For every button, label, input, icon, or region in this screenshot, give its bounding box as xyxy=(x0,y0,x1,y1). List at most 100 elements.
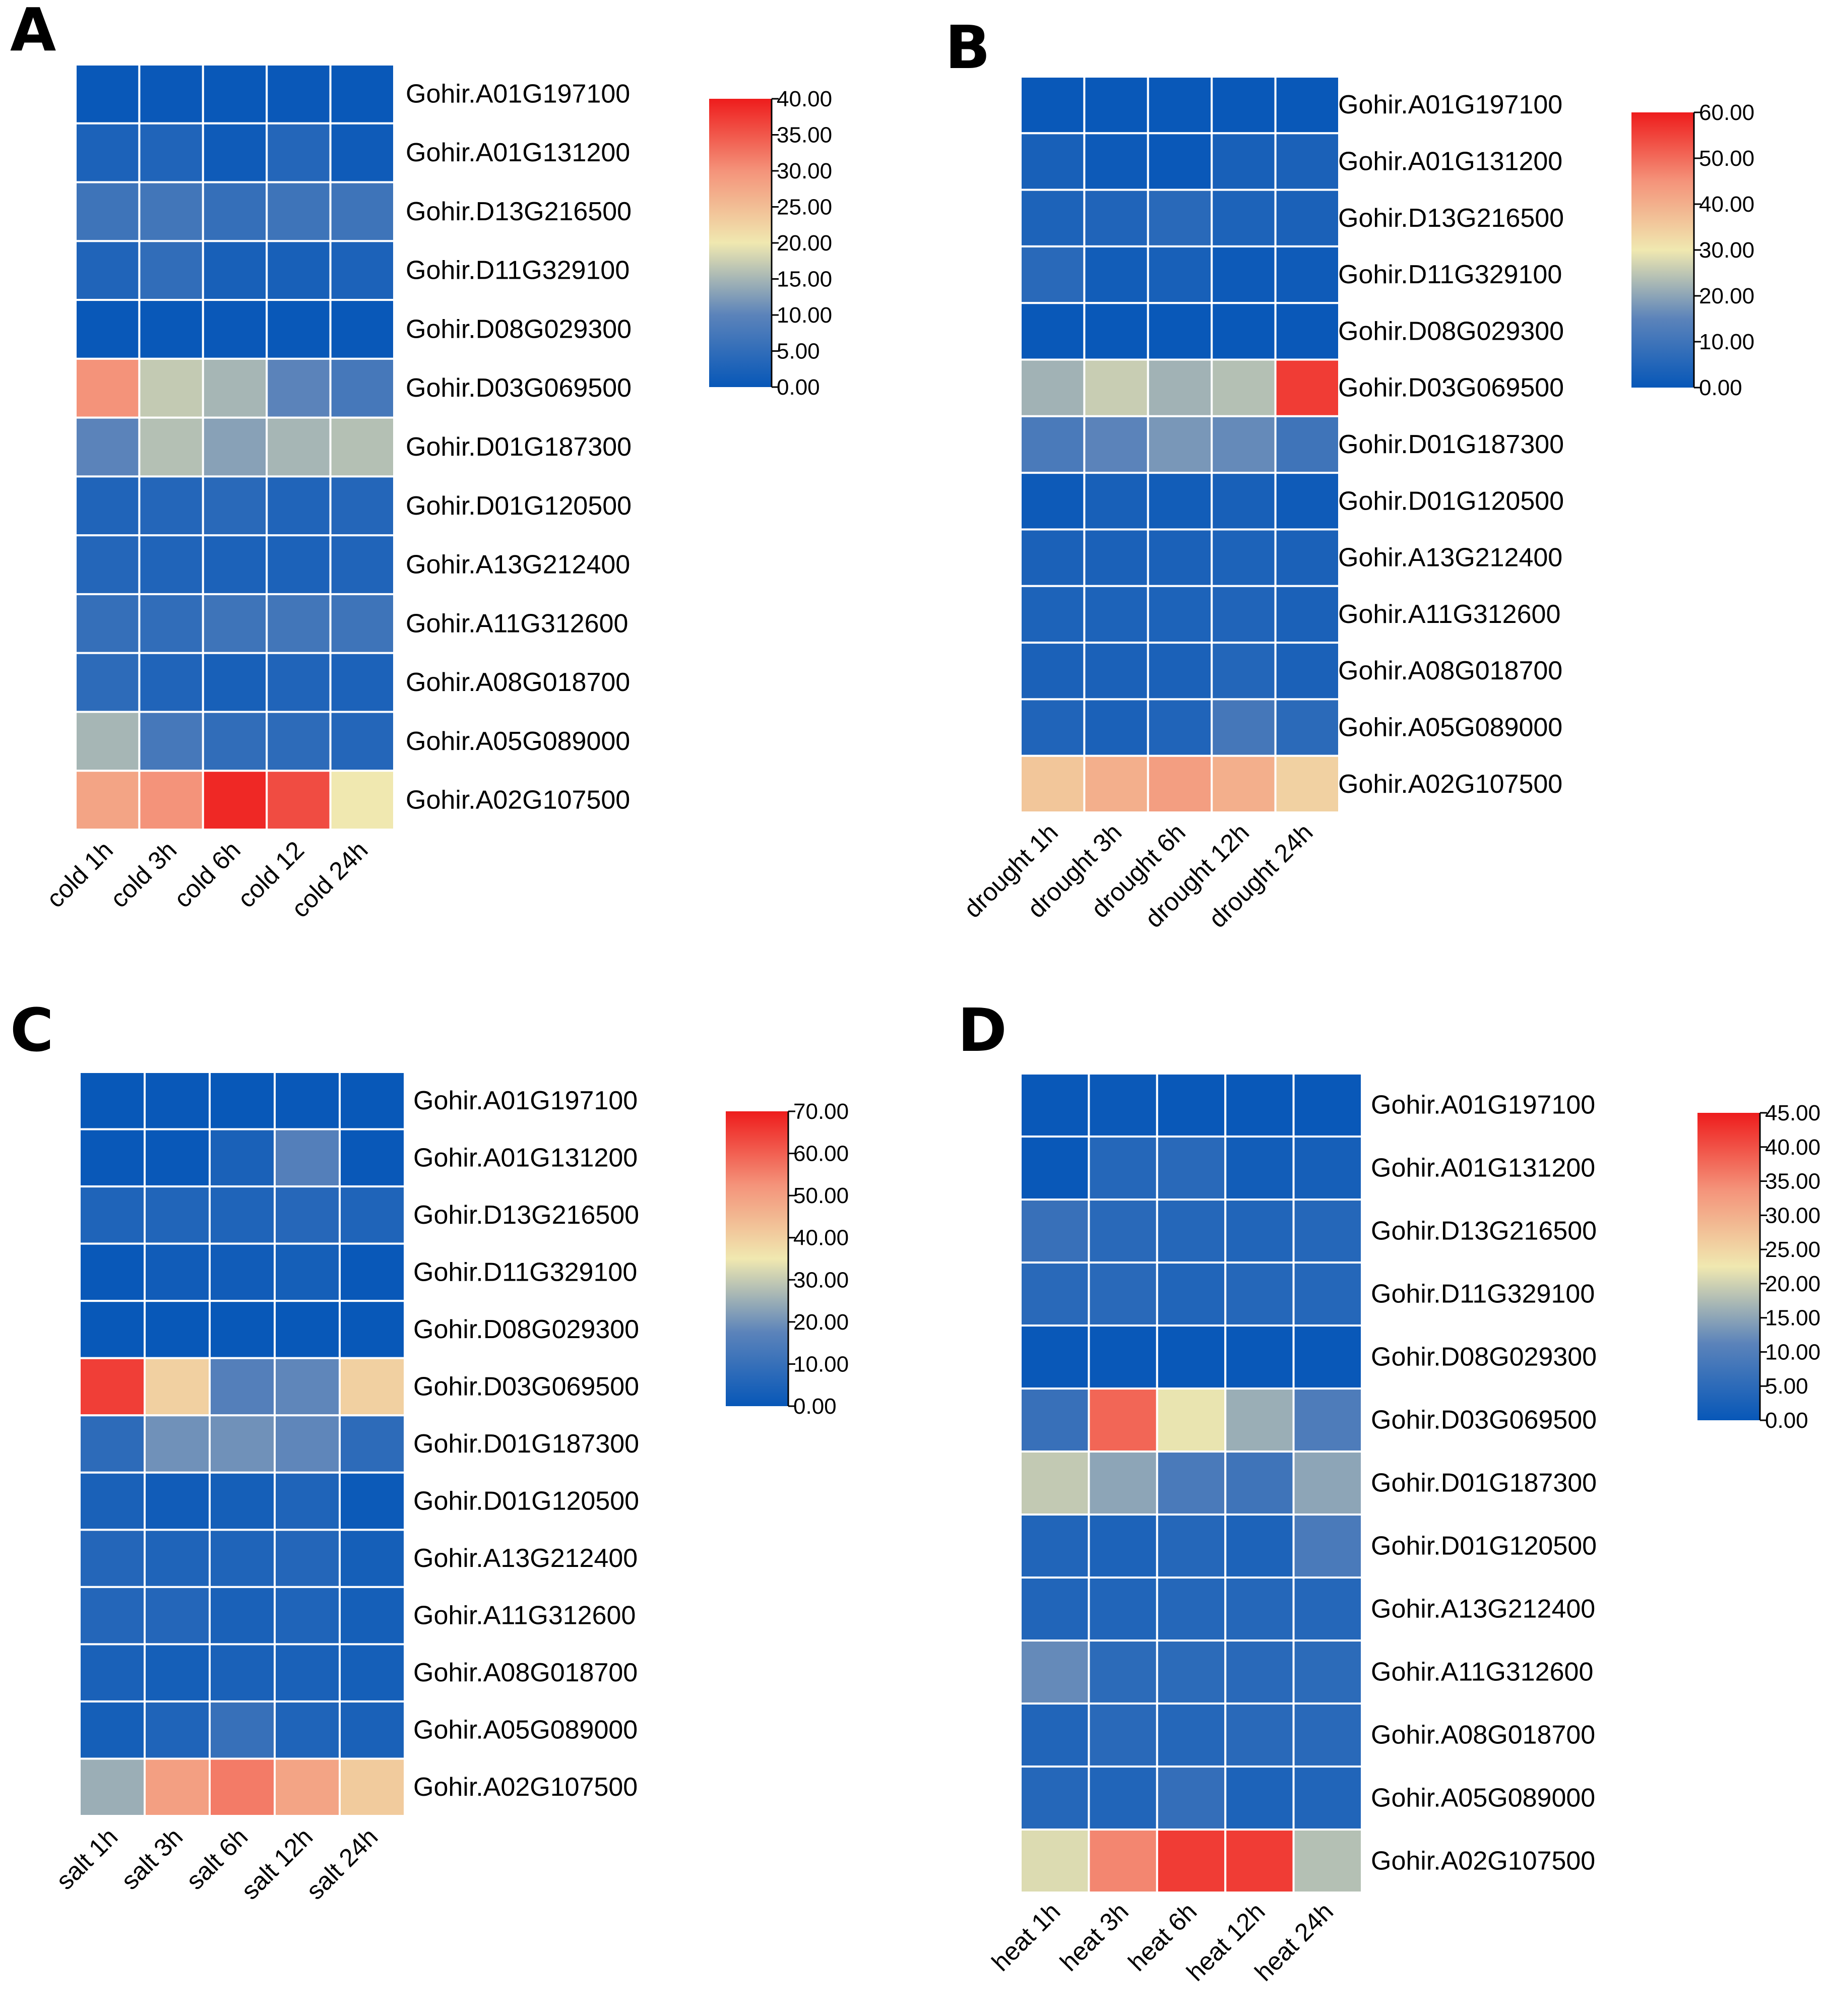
heatmap-cell xyxy=(138,475,204,537)
colorbar-tick-label: 35.00 xyxy=(777,123,832,148)
heatmap-cell xyxy=(202,416,268,478)
heatmap-cell xyxy=(1147,76,1213,135)
heatmap-cell xyxy=(266,122,332,183)
gene-label: Gohir.A13G212400 xyxy=(1338,543,1562,573)
heatmap-cell xyxy=(266,593,332,654)
heatmap-cell xyxy=(1292,1199,1363,1264)
gene-label: Gohir.A01G131200 xyxy=(406,138,630,167)
heatmap-cell xyxy=(1224,1514,1295,1579)
heatmap-cell xyxy=(209,1242,276,1302)
heatmap-cell xyxy=(1083,302,1149,361)
heatmap-cell xyxy=(1147,754,1213,813)
heatmap-cell xyxy=(274,1242,341,1302)
gene-label: Gohir.D13G216500 xyxy=(1338,204,1564,233)
heatmap-cell xyxy=(1274,754,1341,813)
colorbar-tick-label: 0.00 xyxy=(777,375,820,400)
heatmap-cell xyxy=(144,1471,211,1531)
heatmap-cell xyxy=(79,1185,146,1245)
gene-label: Gohir.A08G018700 xyxy=(413,1658,638,1687)
heatmap-cell xyxy=(339,1414,406,1474)
colorbar-tick-label: 50.00 xyxy=(1699,146,1754,171)
heatmap-cell xyxy=(1211,472,1277,531)
heatmap-cell xyxy=(1020,1766,1090,1831)
heatmap-cell xyxy=(329,416,395,478)
gene-label: Gohir.A01G197100 xyxy=(413,1086,638,1115)
heatmap-cell xyxy=(202,181,268,242)
heatmap-cell xyxy=(1088,1829,1158,1894)
heatmap-cell xyxy=(1088,1451,1158,1516)
heatmap-cell xyxy=(1274,302,1341,361)
heatmap-cell xyxy=(75,240,141,301)
heatmap-cell xyxy=(274,1071,341,1130)
heatmap-cell xyxy=(1156,1514,1227,1579)
heatmap-cell xyxy=(1147,528,1213,587)
panel-letter: B xyxy=(945,13,990,82)
gene-label: Gohir.D08G029300 xyxy=(406,314,632,344)
heatmap-cell xyxy=(1156,1199,1227,1264)
colorbar-tick-label: 35.00 xyxy=(1765,1169,1820,1194)
heatmap-cell xyxy=(1020,1703,1090,1768)
heatmap-cell xyxy=(79,1128,146,1188)
heatmap-cell xyxy=(138,652,204,713)
heatmap-cell xyxy=(75,711,141,772)
heatmap-cell xyxy=(1020,358,1086,417)
heatmap-cell xyxy=(266,534,332,595)
heatmap-cell xyxy=(1020,528,1086,587)
heatmap-cell xyxy=(144,1071,211,1130)
heatmap-cell xyxy=(209,1357,276,1417)
heatmap-cell xyxy=(329,64,395,124)
gene-label: Gohir.A08G018700 xyxy=(406,668,630,697)
heatmap-cell xyxy=(202,593,268,654)
heatmap-cell xyxy=(274,1300,341,1359)
heatmap-cell xyxy=(1088,1325,1158,1390)
heatmap-cell xyxy=(1156,1262,1227,1327)
heatmap-cell xyxy=(1083,76,1149,135)
heatmap-cell xyxy=(1020,76,1086,135)
heatmap-cell xyxy=(1156,1577,1227,1642)
heatmap-cell xyxy=(1083,188,1149,247)
heatmap-cell xyxy=(329,475,395,537)
heatmap-cell xyxy=(1088,1136,1158,1201)
heatmap-cell xyxy=(209,1700,276,1760)
panel-letter: C xyxy=(10,995,54,1065)
heatmap-cell xyxy=(339,1242,406,1302)
colorbar-tick-label: 5.00 xyxy=(1765,1374,1808,1399)
heatmap-cell xyxy=(1211,302,1277,361)
heatmap-cell xyxy=(329,711,395,772)
gene-label: Gohir.D01G187300 xyxy=(1371,1469,1597,1498)
heatmap-cell xyxy=(1020,1577,1090,1642)
heatmap-panel-A: A Gohir.A01G197100 Gohir.A01G131200 Gohir.D… xyxy=(10,0,832,923)
heatmap-cell xyxy=(274,1471,341,1531)
heatmap-cell xyxy=(1292,1766,1363,1831)
gene-label: Gohir.A02G107500 xyxy=(413,1773,638,1802)
x-tick-label: heat 1h xyxy=(986,1897,1066,1977)
x-tick-label: cold 3h xyxy=(105,836,182,913)
gene-label: Gohir.A11G312600 xyxy=(406,609,628,638)
heatmap-cell xyxy=(209,1300,276,1359)
heatmap-cell xyxy=(1211,245,1277,304)
heatmap-cell xyxy=(138,770,204,831)
gene-label: Gohir.D03G069500 xyxy=(406,373,632,403)
gene-label: Gohir.D11G329100 xyxy=(1338,260,1562,289)
heatmap-cell xyxy=(79,1414,146,1474)
gene-label: Gohir.D03G069500 xyxy=(1371,1406,1597,1435)
colorbar-tick-label: 20.00 xyxy=(1765,1272,1820,1296)
heatmap-cell xyxy=(1211,132,1277,191)
heatmap-cell xyxy=(144,1357,211,1417)
colorbar xyxy=(1697,1113,1760,1420)
heatmap-cell xyxy=(79,1529,146,1588)
heatmap-cell xyxy=(1147,302,1213,361)
colorbar-tick-label: 30.00 xyxy=(777,159,832,183)
heatmap-cell xyxy=(1211,76,1277,135)
heatmap-cell xyxy=(1020,754,1086,813)
heatmap-cell xyxy=(138,181,204,242)
heatmap-cell xyxy=(1292,1514,1363,1579)
heatmap-cell xyxy=(1274,642,1341,701)
heatmap-cell xyxy=(1088,1703,1158,1768)
heatmap-cell xyxy=(1020,698,1086,757)
gene-label: Gohir.D08G029300 xyxy=(1371,1343,1597,1372)
colorbar-tick-label: 10.00 xyxy=(1699,330,1754,354)
heatmap-cell xyxy=(1224,1073,1295,1138)
heatmap-cell xyxy=(138,593,204,654)
